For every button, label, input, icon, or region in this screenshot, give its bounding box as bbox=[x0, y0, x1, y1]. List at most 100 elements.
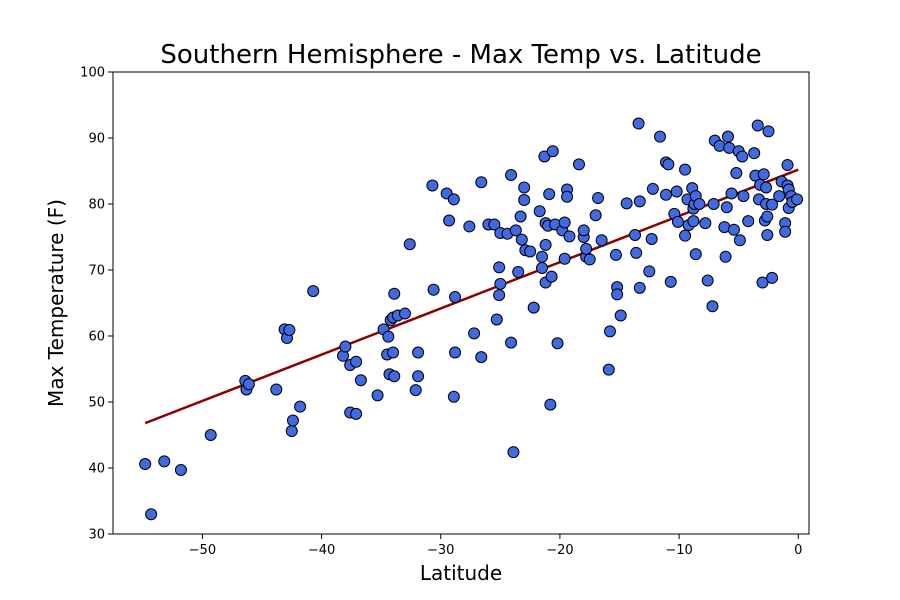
data-point bbox=[602, 363, 615, 376]
data-point bbox=[773, 190, 786, 203]
data-point bbox=[580, 242, 593, 255]
data-point bbox=[558, 216, 571, 229]
data-point bbox=[720, 201, 733, 214]
data-point bbox=[427, 283, 440, 296]
data-point bbox=[468, 327, 481, 340]
data-point bbox=[463, 220, 476, 233]
data-point bbox=[633, 195, 646, 208]
data-point bbox=[632, 117, 645, 130]
data-point bbox=[514, 210, 527, 223]
data-point bbox=[139, 458, 152, 471]
data-point bbox=[145, 508, 158, 521]
data-point bbox=[505, 168, 518, 181]
data-point bbox=[629, 229, 641, 242]
data-point bbox=[761, 229, 774, 242]
data-point bbox=[737, 190, 750, 203]
data-point bbox=[403, 238, 416, 251]
data-point bbox=[512, 265, 525, 278]
data-point bbox=[733, 234, 746, 247]
data-point bbox=[475, 176, 488, 189]
data-point bbox=[766, 271, 779, 284]
y-tick-label: 40 bbox=[88, 462, 105, 477]
data-point bbox=[572, 158, 585, 171]
data-point bbox=[577, 224, 590, 237]
data-point bbox=[524, 245, 537, 258]
data-point bbox=[515, 233, 528, 246]
data-point bbox=[760, 181, 773, 194]
data-point bbox=[719, 250, 732, 263]
data-point bbox=[748, 147, 761, 160]
data-point bbox=[493, 289, 506, 302]
data-point bbox=[539, 238, 552, 251]
data-point bbox=[307, 285, 320, 298]
x-axis-ticks: −50 −40 −30 −20 −10 0 bbox=[189, 534, 802, 558]
data-point bbox=[507, 446, 520, 459]
data-point bbox=[762, 125, 775, 138]
data-point bbox=[779, 225, 792, 238]
data-point bbox=[543, 188, 556, 201]
data-point bbox=[447, 193, 460, 206]
y-tick-label: 30 bbox=[88, 528, 105, 543]
data-point bbox=[643, 265, 656, 278]
data-point bbox=[679, 229, 692, 242]
data-point bbox=[614, 309, 627, 322]
data-point bbox=[505, 336, 518, 349]
data-point bbox=[730, 166, 743, 179]
data-point bbox=[546, 145, 559, 158]
data-point bbox=[701, 274, 714, 287]
data-point bbox=[725, 187, 738, 200]
data-point bbox=[756, 276, 769, 289]
data-point bbox=[633, 281, 646, 294]
data-point bbox=[533, 205, 546, 218]
data-point bbox=[687, 215, 700, 228]
data-point bbox=[371, 389, 384, 402]
data-point bbox=[286, 414, 299, 427]
data-point bbox=[382, 330, 395, 343]
data-point bbox=[761, 210, 774, 223]
y-tick-label: 70 bbox=[88, 264, 105, 279]
data-point bbox=[490, 313, 503, 326]
data-point bbox=[536, 250, 549, 263]
data-point bbox=[449, 346, 462, 359]
data-point bbox=[563, 230, 576, 243]
x-tick-label: −10 bbox=[665, 543, 692, 558]
data-point bbox=[350, 355, 363, 368]
data-point bbox=[699, 217, 712, 230]
y-tick-label: 50 bbox=[88, 396, 105, 411]
y-tick-label: 100 bbox=[80, 66, 105, 81]
data-point bbox=[409, 384, 422, 397]
data-point bbox=[791, 193, 804, 206]
y-tick-label: 80 bbox=[88, 198, 105, 213]
data-point bbox=[545, 270, 558, 283]
data-point bbox=[609, 248, 622, 261]
data-point bbox=[706, 300, 719, 313]
data-point bbox=[751, 119, 764, 132]
data-point bbox=[449, 291, 462, 304]
data-point bbox=[158, 455, 171, 468]
data-point bbox=[689, 248, 702, 261]
data-point bbox=[204, 429, 217, 441]
data-point bbox=[242, 378, 255, 391]
data-point bbox=[388, 287, 401, 300]
data-point bbox=[518, 181, 531, 194]
data-point bbox=[509, 224, 522, 237]
data-point bbox=[766, 198, 779, 211]
data-point bbox=[646, 182, 659, 195]
data-point bbox=[412, 370, 425, 383]
data-point bbox=[283, 324, 296, 337]
data-point bbox=[630, 246, 643, 259]
data-point bbox=[736, 150, 749, 163]
data-point bbox=[659, 188, 672, 201]
data-point bbox=[447, 390, 460, 403]
data-point bbox=[781, 159, 794, 172]
data-point bbox=[664, 275, 677, 288]
x-tick-label: −40 bbox=[308, 543, 335, 558]
data-point bbox=[583, 253, 596, 266]
data-point bbox=[707, 198, 720, 210]
y-tick-label: 60 bbox=[88, 330, 105, 345]
data-point bbox=[387, 346, 400, 359]
x-tick-label: 0 bbox=[794, 543, 802, 558]
data-point bbox=[693, 198, 706, 210]
data-point bbox=[270, 383, 283, 396]
data-point bbox=[488, 218, 501, 231]
